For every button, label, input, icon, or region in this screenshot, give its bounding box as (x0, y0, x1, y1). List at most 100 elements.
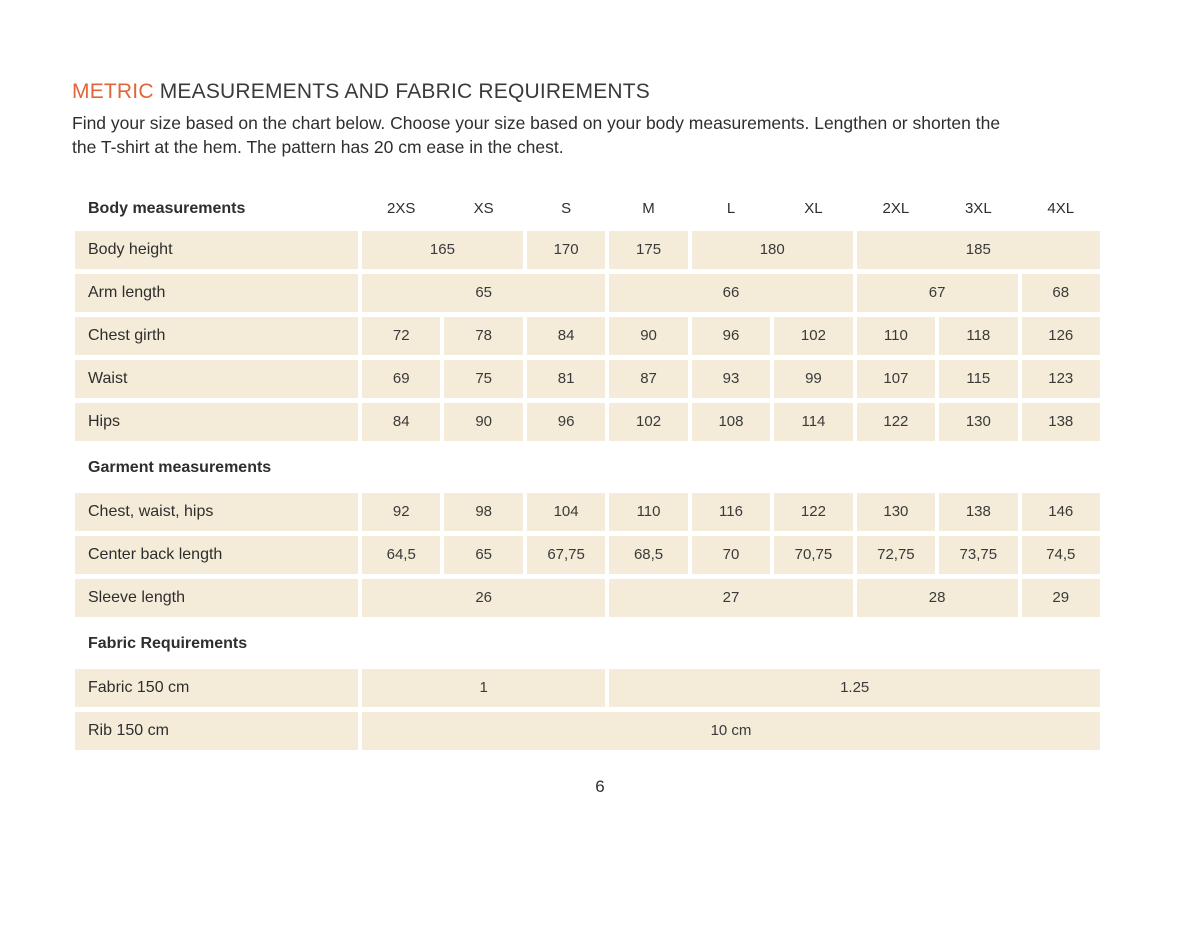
value-cell: 67 (856, 274, 1018, 312)
value-cell: 90 (444, 403, 523, 441)
value-cell: 110 (856, 317, 936, 355)
size-header-3xl: 3XL (964, 200, 992, 217)
value-cell: 65 (444, 536, 523, 574)
size-header-row: Body measurements 2XS XS S M L XL 2XL 3X… (75, 196, 1100, 222)
row-chest-waist-hips: Chest, waist, hips 92 98 104 110 116 122… (75, 493, 1100, 531)
value-cell: 92 (362, 493, 441, 531)
value-cell: 102 (609, 403, 688, 441)
row-center-back-length: Center back length 64,5 65 67,75 68,5 70… (75, 536, 1100, 574)
value-cell: 108 (691, 403, 771, 441)
size-chart: Body measurements 2XS XS S M L XL 2XL 3X… (75, 196, 1100, 750)
row-label: Chest girth (75, 317, 358, 355)
value-cell: 68,5 (609, 536, 688, 574)
size-header-4xl: 4XL (1047, 200, 1075, 217)
document-page: METRIC MEASUREMENTS AND FABRIC REQUIREME… (0, 80, 1200, 935)
row-waist: Waist 69 75 81 87 93 99 107 115 123 (75, 360, 1100, 398)
page-number: 6 (595, 777, 605, 796)
value-cell: 90 (609, 317, 688, 355)
value-cell: 96 (691, 317, 771, 355)
value-cell: 170 (526, 231, 606, 269)
value-cell: 138 (939, 493, 1018, 531)
size-header-l: L (726, 200, 736, 217)
row-label: Hips (75, 403, 358, 441)
page-title: METRIC MEASUREMENTS AND FABRIC REQUIREME… (72, 80, 1112, 104)
value-cell: 93 (691, 360, 771, 398)
title-rest: MEASUREMENTS AND FABRIC REQUIREMENTS (153, 80, 650, 103)
value-cell: 29 (1021, 579, 1100, 617)
row-label: Fabric 150 cm (75, 669, 358, 707)
row-hips: Hips 84 90 96 102 108 114 122 130 138 (75, 403, 1100, 441)
value-cell: 185 (856, 231, 1100, 269)
value-cell: 65 (362, 274, 606, 312)
value-cell: 115 (939, 360, 1018, 398)
value-cell: 98 (444, 493, 523, 531)
value-cell: 180 (691, 231, 853, 269)
value-cell: 130 (939, 403, 1018, 441)
value-cell: 1.25 (609, 669, 1100, 707)
value-cell: 146 (1021, 493, 1100, 531)
value-cell: 130 (856, 493, 936, 531)
value-cell: 70,75 (774, 536, 853, 574)
intro-text: Find your size based on the chart below.… (72, 111, 1112, 159)
row-label: Sleeve length (75, 579, 358, 617)
row-label: Arm length (75, 274, 358, 312)
value-cell: 75 (444, 360, 523, 398)
value-cell: 27 (609, 579, 853, 617)
value-cell: 67,75 (526, 536, 606, 574)
value-cell: 102 (774, 317, 853, 355)
title-accent: METRIC (72, 80, 154, 103)
value-cell: 165 (362, 231, 523, 269)
value-cell: 74,5 (1021, 536, 1100, 574)
value-cell: 72,75 (856, 536, 936, 574)
size-header-2xs: 2XS (387, 200, 416, 217)
garment-measurements-header: Garment measurements (88, 459, 272, 476)
value-cell: 81 (526, 360, 606, 398)
value-cell: 26 (362, 579, 606, 617)
value-cell: 114 (774, 403, 853, 441)
value-cell: 68 (1021, 274, 1100, 312)
body-measurements-header: Body measurements (88, 200, 246, 217)
row-rib-150cm: Rib 150 cm 10 cm (75, 712, 1100, 750)
value-cell: 73,75 (939, 536, 1018, 574)
intro-line-1: Find your size based on the chart below.… (72, 113, 1001, 133)
fabric-requirements-header: Fabric Requirements (88, 635, 248, 652)
value-cell: 122 (774, 493, 853, 531)
value-cell: 10 cm (362, 712, 1100, 750)
value-cell: 72 (362, 317, 441, 355)
value-cell: 104 (526, 493, 606, 531)
row-fabric-150cm: Fabric 150 cm 1 1.25 (75, 669, 1100, 707)
value-cell: 138 (1021, 403, 1100, 441)
value-cell: 122 (856, 403, 936, 441)
value-cell: 87 (609, 360, 688, 398)
intro-line-2: the T-shirt at the hem. The pattern has … (72, 137, 564, 157)
row-body-height: Body height 165 170 175 180 185 (75, 231, 1100, 269)
value-cell: 96 (526, 403, 606, 441)
size-header-xs: XS (473, 200, 494, 217)
value-cell: 84 (526, 317, 606, 355)
value-cell: 99 (774, 360, 853, 398)
value-cell: 126 (1021, 317, 1100, 355)
size-header-2xl: 2XL (882, 200, 910, 217)
value-cell: 78 (444, 317, 523, 355)
value-cell: 70 (691, 536, 771, 574)
row-label: Center back length (75, 536, 358, 574)
value-cell: 28 (856, 579, 1018, 617)
row-chest-girth: Chest girth 72 78 84 90 96 102 110 118 1… (75, 317, 1100, 355)
value-cell: 123 (1021, 360, 1100, 398)
value-cell: 69 (362, 360, 441, 398)
value-cell: 118 (939, 317, 1018, 355)
row-arm-length: Arm length 65 66 67 68 (75, 274, 1100, 312)
value-cell: 116 (691, 493, 771, 531)
row-label: Rib 150 cm (75, 712, 358, 750)
row-label: Waist (75, 360, 358, 398)
row-label: Body height (75, 231, 358, 269)
size-header-m: M (642, 200, 655, 217)
row-sleeve-length: Sleeve length 26 27 28 29 (75, 579, 1100, 617)
value-cell: 107 (856, 360, 936, 398)
value-cell: 1 (362, 669, 606, 707)
row-label: Chest, waist, hips (75, 493, 358, 531)
size-header-s: S (561, 200, 572, 217)
page-header: METRIC MEASUREMENTS AND FABRIC REQUIREME… (72, 80, 1112, 159)
size-header-xl: XL (804, 200, 823, 217)
value-cell: 110 (609, 493, 688, 531)
